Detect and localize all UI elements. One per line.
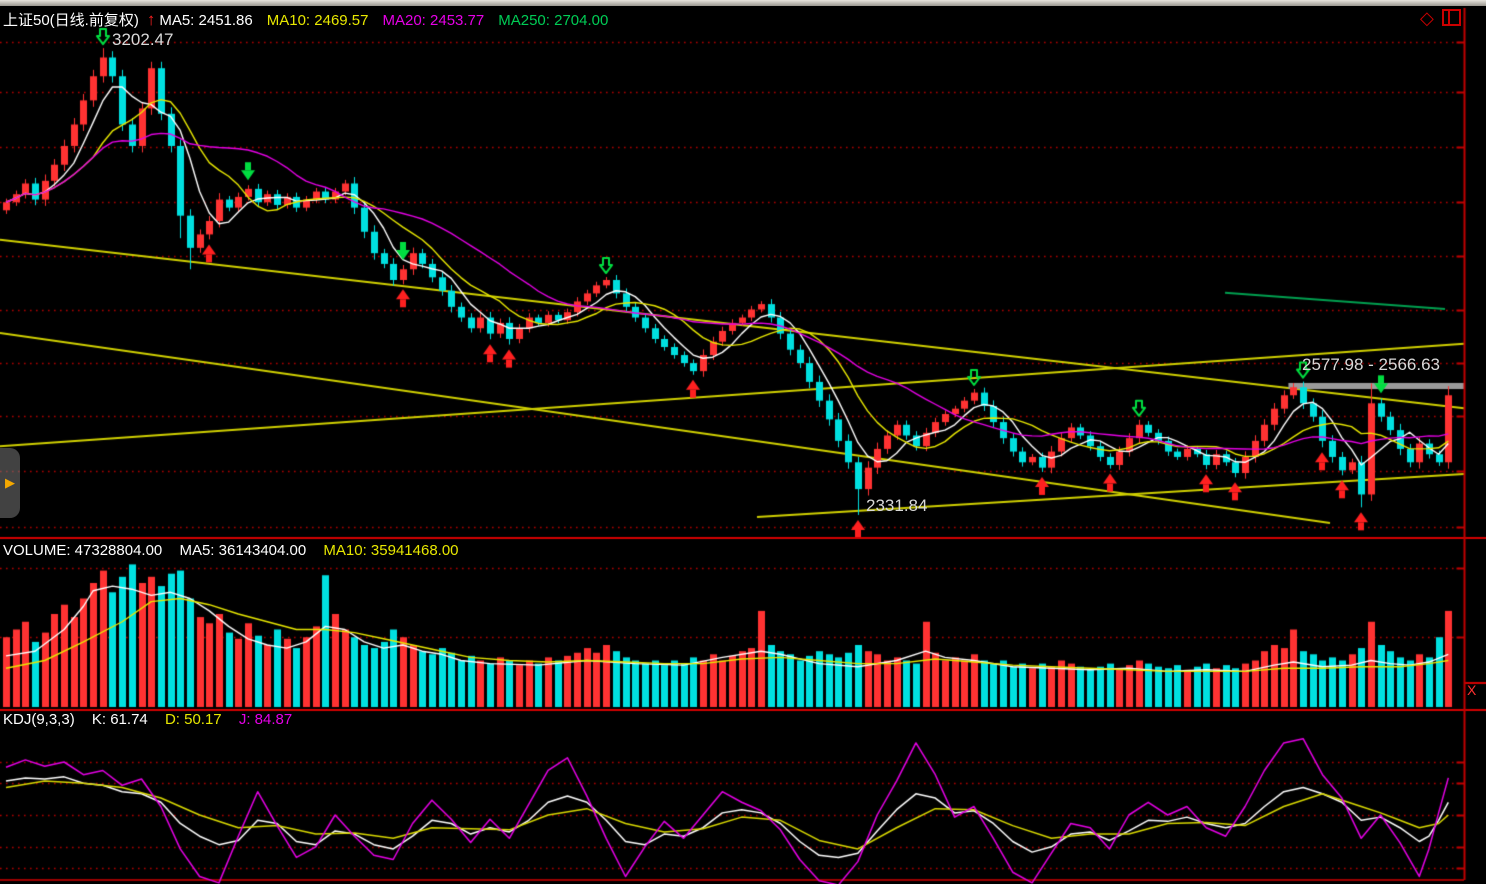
volume-pane-header: VOLUME: 47328804.00 MA5: 36143404.00 MA1… <box>3 542 472 559</box>
kdj-d-readout: D: 50.17 <box>164 711 222 728</box>
gap-range-label: 2577.98 - 2566.63 <box>1302 355 1441 374</box>
peak-price-label: 3202.47 <box>112 30 174 49</box>
split-window-divider <box>1447 11 1450 24</box>
kdj-j-readout: J: 84.87 <box>238 711 293 728</box>
diamond-icon[interactable]: ◇ <box>1420 7 1434 28</box>
up-arrow-icon: ↑ <box>146 10 156 29</box>
low-price-label: 2331.84 <box>866 496 928 515</box>
ma5-readout: MA5: 2451.86 <box>159 12 253 29</box>
split-window-icon[interactable] <box>1441 9 1461 26</box>
volume-readout: VOLUME: 47328804.00 <box>3 542 163 559</box>
kdj-title: KDJ(9,3,3) <box>3 711 75 728</box>
kdj-k-readout: K: 61.74 <box>91 711 148 728</box>
window-top-edge <box>0 0 1486 6</box>
main-chart-header: 上证50(日线.前复权) ↑ MA5: 2451.86 MA10: 2469.57 MA… <box>3 9 622 30</box>
instrument-title: 上证50(日线.前复权) <box>3 12 139 29</box>
ma250-readout: MA250: 2704.00 <box>498 12 609 29</box>
axis-corner-label: X <box>1467 682 1477 698</box>
kdj-pane-header: KDJ(9,3,3) K: 61.74 D: 50.17 J: 84.87 <box>3 711 305 728</box>
ma10-readout: MA10: 2469.57 <box>266 12 369 29</box>
expand-right-icon: ▶ <box>5 475 15 490</box>
volume-ma10-readout: MA10: 35941468.00 <box>323 542 459 559</box>
volume-ma5-readout: MA5: 36143404.00 <box>179 542 307 559</box>
panel-expander[interactable]: ▶ <box>0 448 20 518</box>
ma20-readout: MA20: 2453.77 <box>382 12 485 29</box>
titlebar-icons: ◇ <box>1420 7 1461 28</box>
